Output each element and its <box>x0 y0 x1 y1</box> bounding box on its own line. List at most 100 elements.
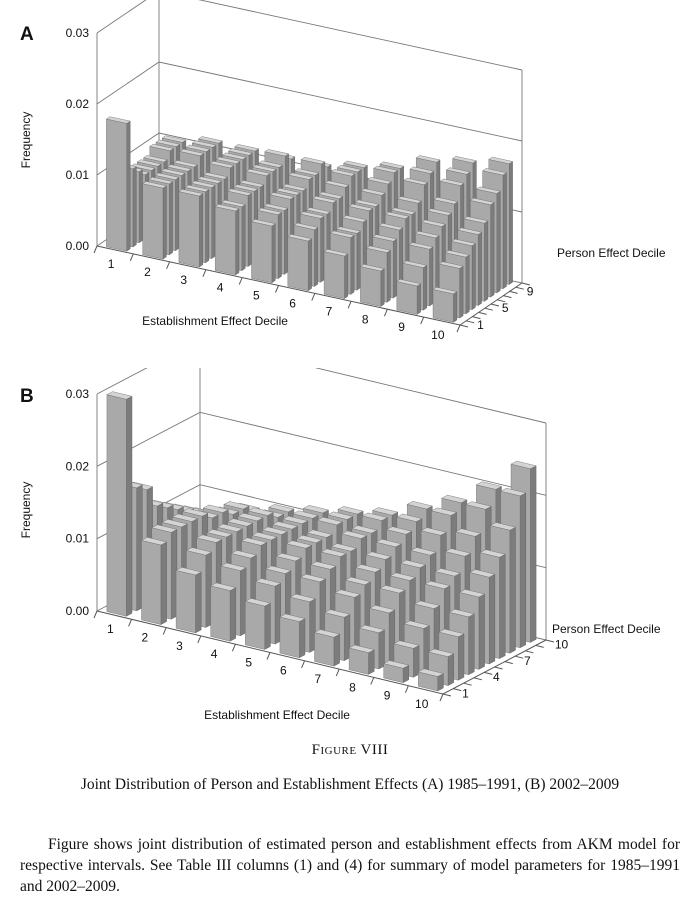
z-tick-label: 1 <box>477 318 484 332</box>
figure-note: Figure shows joint distribution of estim… <box>20 836 680 895</box>
bar-side-face <box>447 653 454 686</box>
bar-side-face <box>429 246 434 307</box>
bar-top-face <box>312 195 337 204</box>
bar-top-face <box>130 163 156 171</box>
x-tick-label: 4 <box>211 647 218 661</box>
x-tick <box>347 301 352 309</box>
bar-side-face <box>162 185 167 260</box>
bar-top-face <box>149 143 174 152</box>
bar-top-face <box>185 547 213 556</box>
z-tick <box>535 644 544 648</box>
x-tick <box>335 668 340 677</box>
bar-top-face <box>287 234 313 242</box>
bar-side-face <box>211 184 216 259</box>
bar-top-face <box>384 211 410 219</box>
bar-top-face <box>190 180 216 188</box>
bar-top-face <box>175 567 202 576</box>
z-tick <box>545 639 555 643</box>
x-tick-label: 6 <box>280 664 287 678</box>
bar-top-face <box>306 529 333 538</box>
bar-top-face <box>220 199 246 208</box>
bar-top-face <box>220 562 247 571</box>
x-tick <box>275 285 279 293</box>
bar-top-face <box>250 219 276 227</box>
x-tick <box>370 677 375 685</box>
bar-top-face <box>361 512 388 521</box>
bar-side-face <box>229 587 237 642</box>
z-tick <box>514 655 524 659</box>
bar-side-face <box>160 541 167 625</box>
bar-side-face <box>344 253 349 299</box>
x-tick-label: 4 <box>217 281 224 295</box>
bar <box>287 234 313 292</box>
bar-front-face <box>210 585 231 642</box>
bar-top-face <box>285 540 313 549</box>
x-tick-label: 2 <box>144 265 151 279</box>
bar-top-face <box>214 204 240 212</box>
y-gridline <box>96 411 547 496</box>
bar-side-face <box>519 492 526 649</box>
bar-top-face <box>239 180 265 188</box>
bar <box>417 668 444 692</box>
bar-top-face <box>430 507 458 516</box>
bar-top-face <box>166 164 192 172</box>
bar <box>214 204 240 276</box>
bar-front-face <box>314 632 335 667</box>
bar-top-face <box>316 516 344 526</box>
bar-top-face <box>320 548 347 557</box>
bar-top-face <box>334 589 361 598</box>
bar-top-face <box>475 186 501 194</box>
bar-side-face <box>386 249 391 303</box>
bar-side-face <box>509 161 513 285</box>
bar-side-face <box>490 202 495 298</box>
bar-top-face <box>444 250 470 258</box>
x-axis-title: Establishment Effect Decile <box>142 314 288 328</box>
bar-side-face <box>530 465 537 643</box>
bar-side-face <box>299 618 306 659</box>
bar-top-face <box>409 166 435 174</box>
bar-top-face <box>245 168 271 177</box>
bar-top-face <box>410 547 437 556</box>
z-axis-title: Person Effect Decile <box>552 622 661 636</box>
bar-top-face <box>379 585 406 594</box>
x-tick <box>202 269 207 277</box>
bar-side-face <box>484 220 489 302</box>
bar-top-face <box>420 527 447 536</box>
y-axis-title: Frequency <box>19 482 33 539</box>
bar-front-face <box>175 570 196 634</box>
bar-top-face <box>375 538 402 548</box>
bar <box>105 116 131 252</box>
bar-top-face <box>366 177 392 185</box>
x-tick <box>238 277 243 285</box>
x-tick <box>93 245 98 254</box>
bar-top-face <box>223 501 250 510</box>
bar-side-face <box>471 243 476 311</box>
bar-side-face <box>271 223 276 284</box>
bar-top-face <box>438 261 464 269</box>
bar-top-face <box>358 624 386 634</box>
bar-side-face <box>465 254 470 315</box>
x-tick <box>420 316 425 325</box>
bar <box>432 286 458 323</box>
z-tick-label: 9 <box>527 284 534 298</box>
bar-top-face <box>154 172 180 180</box>
x-tick-label: 10 <box>415 697 429 711</box>
bar-top-face <box>310 561 337 570</box>
z-tick <box>503 295 512 299</box>
x-tick-label: 9 <box>384 689 391 703</box>
bar-side-face <box>175 177 180 252</box>
bar-top-face <box>140 537 168 546</box>
bar-top-face <box>257 207 282 215</box>
bar-top-face <box>289 593 316 603</box>
z-tick-label: 7 <box>524 654 531 668</box>
bar-side-face <box>393 238 397 299</box>
bar-top-face <box>264 149 290 157</box>
bar-top-face <box>489 522 517 531</box>
bar-side-face <box>478 593 485 670</box>
bar-top-face <box>178 189 204 197</box>
bar-top-face <box>344 576 372 586</box>
bar-side-face <box>458 633 465 681</box>
bar-top-face <box>427 208 453 216</box>
y-gridline <box>96 0 523 71</box>
bar-top-face <box>292 510 319 519</box>
